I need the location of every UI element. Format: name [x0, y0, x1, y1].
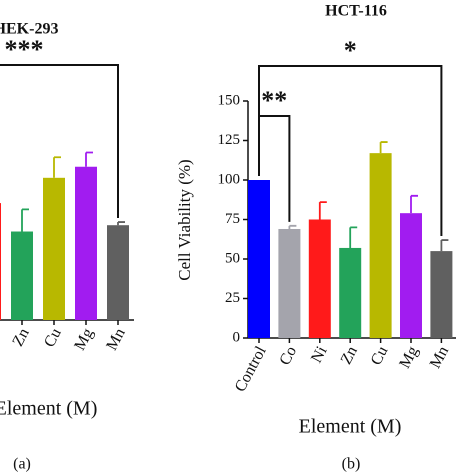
bar [430, 251, 453, 338]
x-tick-label: Mn [103, 326, 128, 354]
error-bar [379, 141, 388, 154]
y-tick-label: 125 [218, 132, 241, 148]
x-tick-label: Mg [396, 344, 421, 372]
y-tick-label: 50 [225, 250, 240, 266]
bar [107, 225, 129, 320]
bar [11, 231, 33, 320]
y-tick-label: 75 [225, 211, 240, 227]
x-tick-label: Ni [308, 343, 331, 366]
chart-title: HEK-293 [0, 21, 58, 38]
error-bar [53, 156, 61, 178]
error-bar [440, 239, 449, 252]
x-axis-label: Element (M) [299, 416, 402, 438]
y-tick-label: 0 [233, 329, 241, 345]
x-tick-label: Control [232, 343, 270, 395]
bar [308, 219, 331, 338]
error-bar [410, 194, 418, 214]
error-bar [117, 221, 125, 226]
x-tick-label: Zn [9, 326, 32, 350]
significance-label: ** [261, 86, 287, 115]
x-tick-label: Mg [71, 326, 96, 354]
error-bar [85, 151, 93, 167]
x-tick-label: Co [276, 344, 300, 368]
error-bar [349, 226, 358, 248]
bar [75, 166, 97, 320]
significance-label: *** [5, 35, 44, 64]
y-tick-label: 150 [218, 92, 241, 108]
y-tick-label: 100 [218, 171, 241, 187]
bar [0, 203, 1, 320]
error-bar [318, 201, 327, 220]
x-tick-label: Cu [41, 326, 65, 350]
chart-title: HCT-116 [325, 3, 387, 20]
significance-bracket [258, 65, 443, 237]
significance-bracket [0, 64, 119, 219]
y-tick-label: 25 [225, 290, 240, 306]
x-axis-label: Element (M) [0, 398, 97, 420]
significance-label: * [344, 36, 357, 65]
panel-label: (a) [13, 456, 31, 473]
x-tick-label: Cu [368, 344, 392, 368]
bar [278, 228, 301, 338]
bar [248, 180, 270, 338]
panel-label: (b) [342, 456, 361, 473]
y-axis-label: Cell Viability (%) [175, 159, 194, 280]
bar [400, 213, 422, 338]
bar [369, 153, 392, 338]
error-bar [288, 224, 297, 229]
bar [339, 247, 362, 338]
x-tick-label: Mn [427, 344, 452, 372]
x-tick-label: Zn [338, 344, 361, 368]
error-bar [21, 208, 29, 232]
bar [43, 177, 65, 320]
